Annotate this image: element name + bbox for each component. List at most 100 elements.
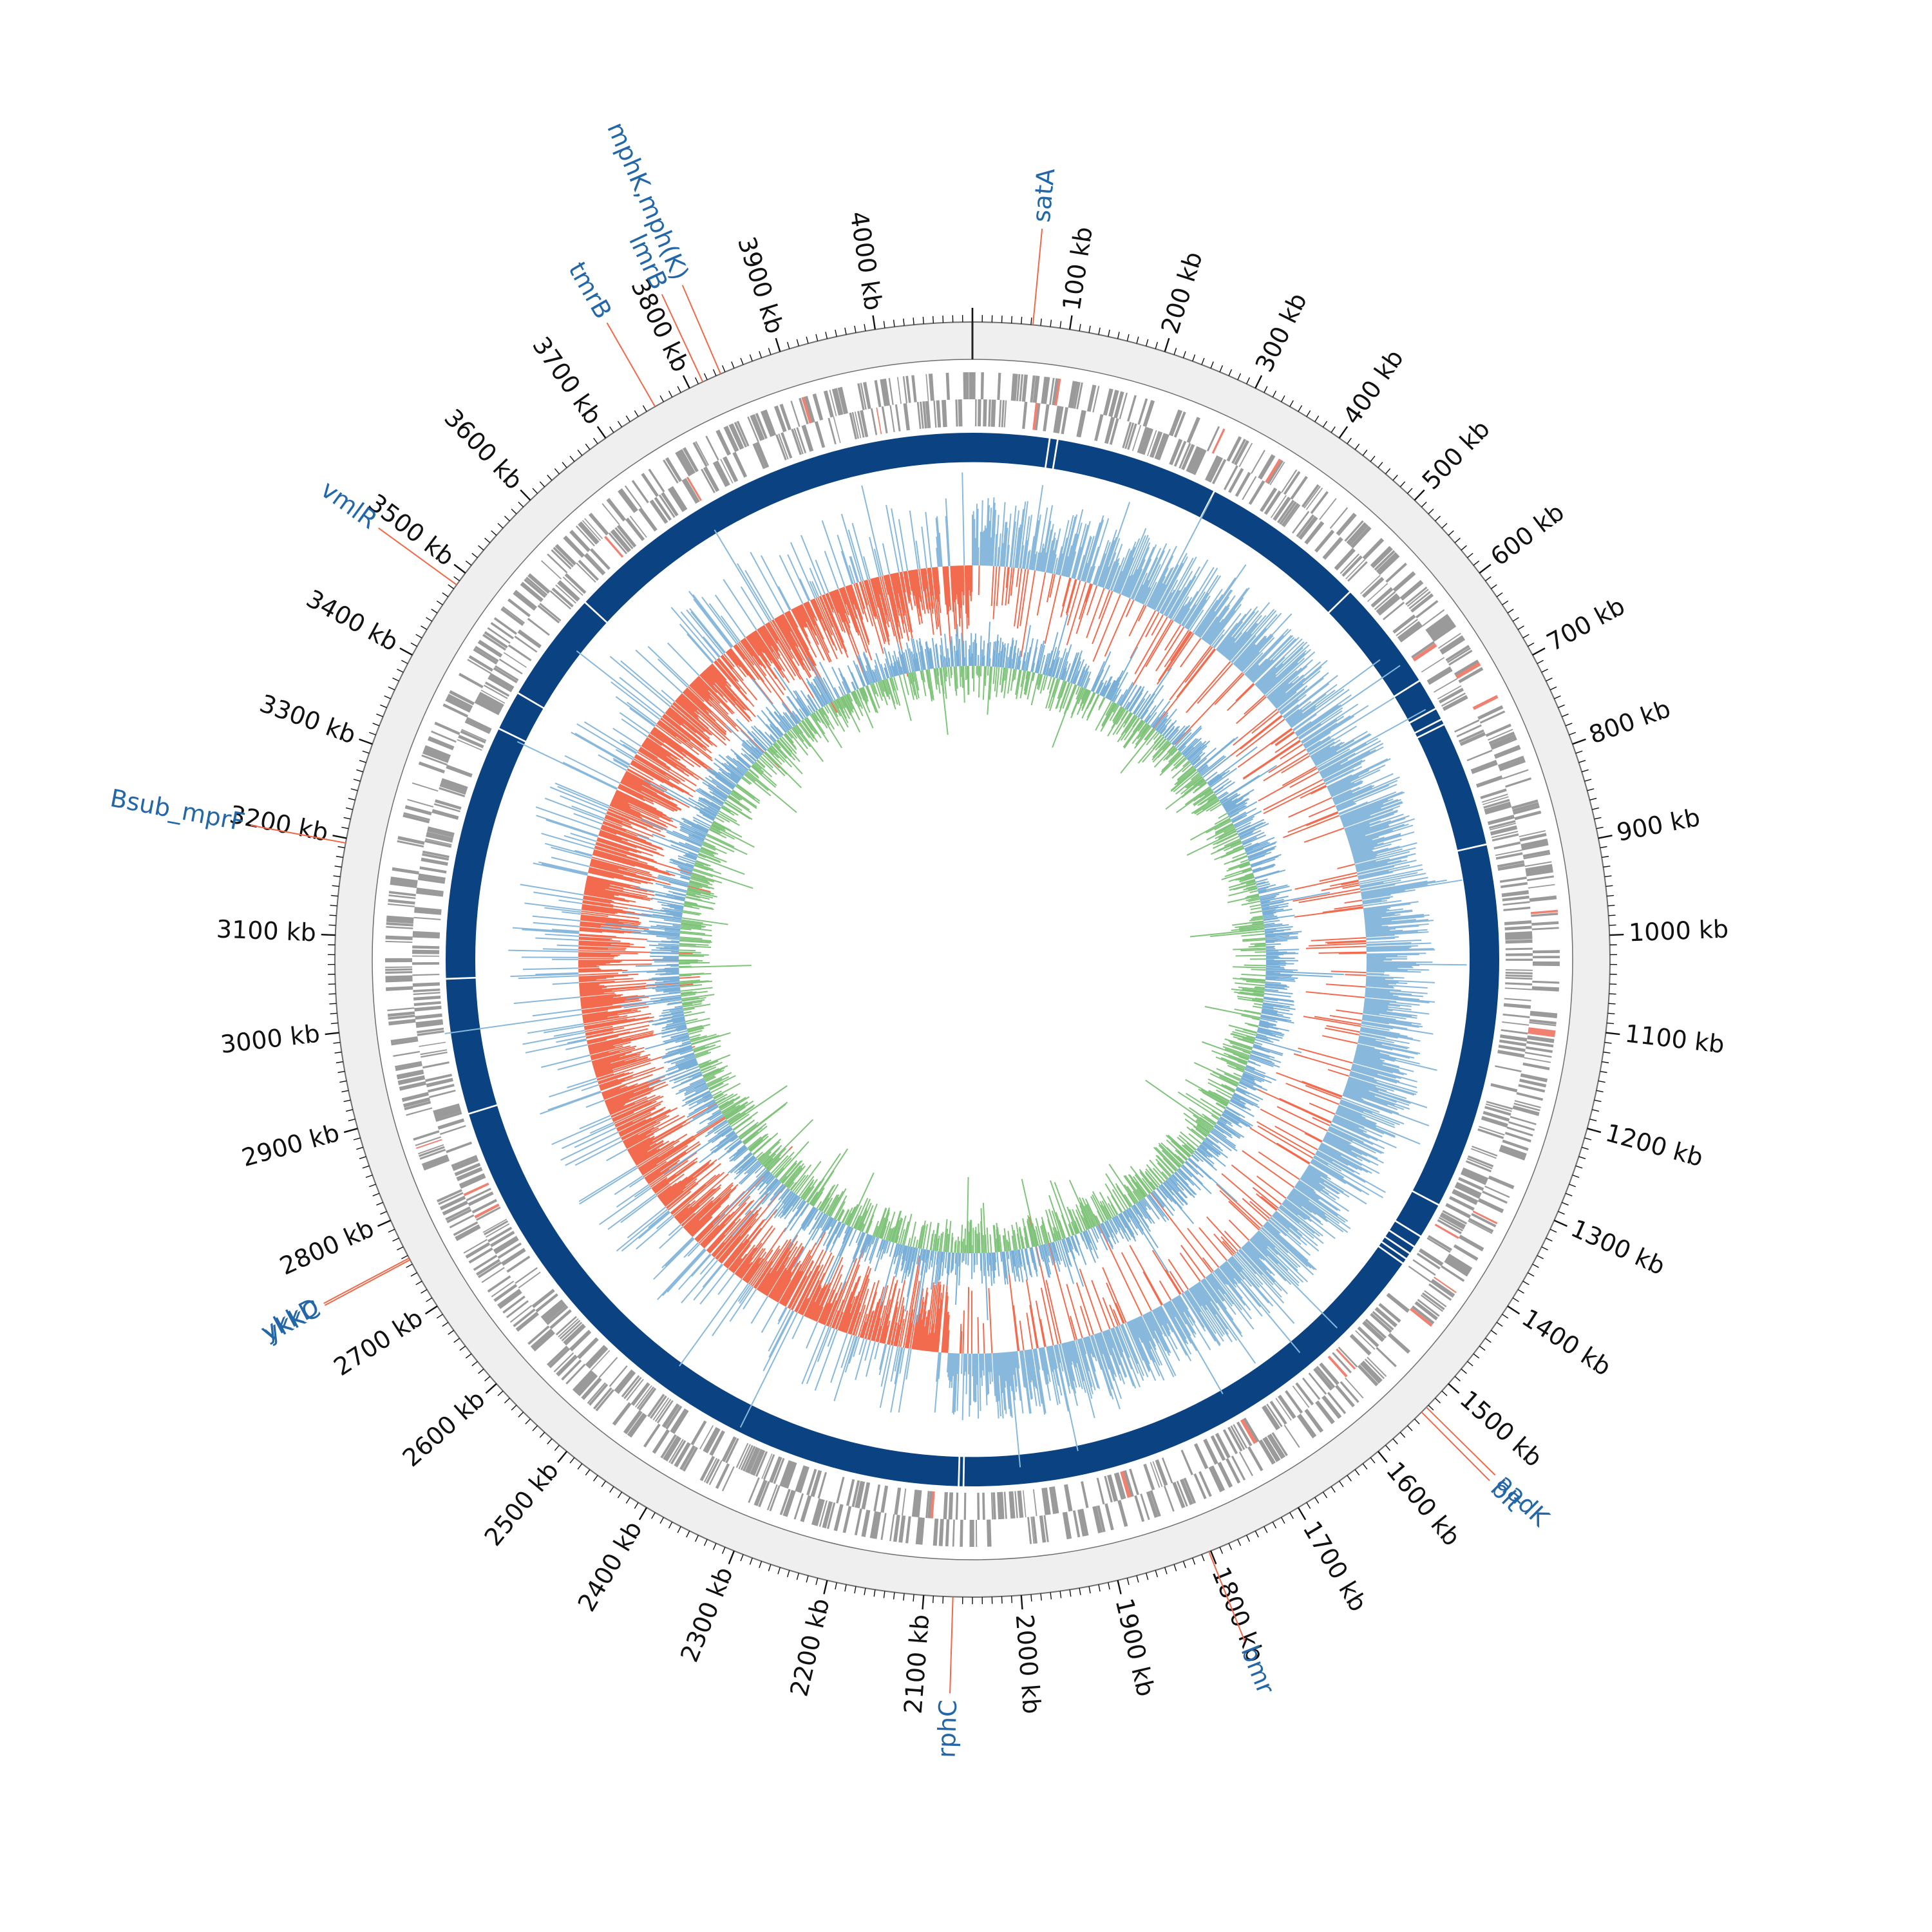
skew-bar	[678, 1253, 711, 1290]
skew-bar	[1305, 1169, 1350, 1198]
skew-bar	[1307, 1166, 1328, 1179]
gc-bar	[1188, 1157, 1238, 1202]
skew-bar	[1156, 632, 1193, 685]
skew-bar	[1350, 1068, 1397, 1084]
skew-bar	[693, 680, 714, 701]
gc-bar	[1171, 757, 1186, 772]
skew-bar	[1036, 572, 1046, 616]
skew-bar	[1093, 540, 1110, 585]
gc-bar	[1070, 1235, 1078, 1253]
cds-mark	[385, 975, 413, 980]
skew-bar	[1275, 1210, 1318, 1247]
cds-mark	[1487, 815, 1515, 826]
skew-bar	[1279, 1206, 1300, 1224]
skew-bar	[597, 838, 642, 854]
skew-bar	[1206, 1275, 1236, 1315]
skew-bar	[862, 581, 884, 654]
cds-mark	[497, 1242, 522, 1259]
cds-mark	[1348, 524, 1369, 546]
skew-bar	[1303, 1016, 1361, 1027]
skew-bar	[726, 1218, 766, 1268]
skew-bar	[760, 627, 795, 681]
skew-bar	[654, 1160, 698, 1193]
gc-bar	[1253, 865, 1274, 873]
skew-bar	[1353, 842, 1417, 860]
skew-bar	[616, 1121, 634, 1130]
skew-bar	[1338, 1105, 1363, 1117]
skew-bar	[1290, 1191, 1327, 1219]
skew-bar	[1109, 1304, 1119, 1327]
skew-bar	[674, 1203, 690, 1218]
skew-bar	[545, 933, 580, 937]
cds-mark	[933, 400, 937, 428]
skew-bar	[1316, 1151, 1355, 1173]
skew-bar	[1332, 1119, 1378, 1142]
cds-mark	[1180, 1479, 1193, 1506]
skew-bar	[797, 606, 825, 661]
cds-mark	[987, 1519, 989, 1547]
gc-bar	[1170, 725, 1186, 743]
gc-bar	[1083, 1231, 1090, 1245]
skew-bar	[917, 1320, 923, 1350]
gc-bar	[958, 1240, 960, 1253]
skew-bar	[680, 611, 720, 658]
gc-bar	[1215, 1103, 1226, 1110]
skew-bar	[1333, 792, 1353, 802]
gc-bar	[1211, 778, 1229, 791]
cds-mark	[565, 1363, 586, 1385]
cds-mark	[392, 867, 419, 875]
gc-bar	[1238, 863, 1251, 868]
gc-bar	[1240, 1077, 1263, 1088]
cds-mark	[1528, 1030, 1555, 1037]
cds-mark	[1532, 950, 1560, 954]
gc-bar	[1238, 924, 1265, 929]
skew-bar	[768, 1310, 794, 1358]
skew-bar	[887, 574, 899, 623]
skew-bar	[666, 710, 702, 740]
skew-bar	[612, 1101, 652, 1121]
skew-bar	[594, 1057, 649, 1075]
skew-bar	[1095, 542, 1111, 586]
gc-bar	[1265, 976, 1298, 979]
skew-bar	[807, 1302, 816, 1318]
skew-bar	[701, 1211, 735, 1247]
skew-bar	[681, 1213, 696, 1226]
gc-bar	[1091, 675, 1100, 692]
skew-bar	[885, 574, 901, 639]
skew-bar	[647, 645, 690, 687]
gc-bar	[1051, 1210, 1062, 1240]
gc-bar	[1223, 798, 1238, 808]
cds-mark	[1271, 1432, 1288, 1457]
gc-bar	[1173, 771, 1198, 793]
cds-mark	[1296, 1415, 1314, 1439]
cds-mark	[1425, 614, 1450, 633]
cds-mark	[814, 1499, 825, 1526]
cds-mark	[1061, 407, 1068, 435]
skew-bar	[1198, 1227, 1227, 1261]
skew-bar	[766, 1246, 798, 1296]
gc-bar	[1199, 788, 1212, 799]
skew-bar	[1253, 1235, 1289, 1271]
skew-bar	[1197, 611, 1216, 637]
cds-mark	[861, 1510, 871, 1537]
skew-bar	[999, 1352, 1006, 1410]
cds-mark	[925, 401, 931, 428]
contig-gap	[1327, 591, 1351, 614]
skew-bar	[812, 1305, 820, 1321]
skew-bar	[579, 983, 647, 989]
skew-bar	[1070, 1341, 1078, 1364]
skew-bar	[1086, 1336, 1094, 1358]
gc-bar	[1111, 707, 1125, 729]
skew-bar	[1092, 1334, 1114, 1400]
skew-bar	[960, 565, 963, 592]
cds-mark	[674, 1442, 691, 1468]
gc-bar	[1241, 1077, 1256, 1084]
skew-bar	[999, 502, 1006, 567]
skew-bar	[1287, 693, 1327, 724]
gc-bar	[1021, 1236, 1025, 1249]
gc-bar	[1156, 718, 1168, 732]
skew-bar	[629, 1141, 653, 1155]
skew-bar	[936, 1299, 943, 1352]
gc-bar	[1250, 855, 1279, 867]
gc-bar	[1236, 824, 1251, 833]
